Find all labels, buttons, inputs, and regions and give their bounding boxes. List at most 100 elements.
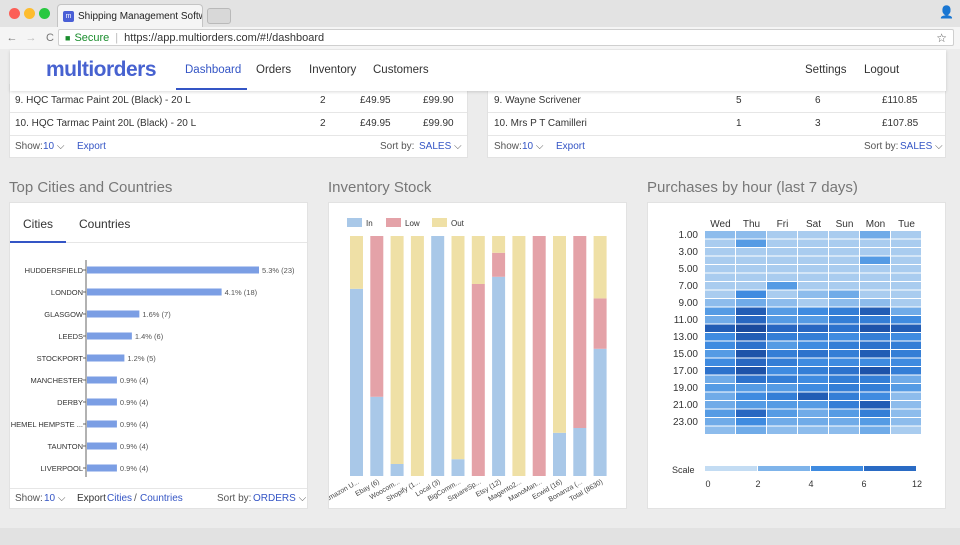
heat-cell xyxy=(860,375,890,383)
heat-cell xyxy=(798,290,828,298)
heat-cell xyxy=(736,324,766,332)
table-row[interactable]: 10. HQC Tarmac Paint 20L (Black) - 20 L … xyxy=(10,113,467,136)
maximize-window-icon[interactable] xyxy=(39,8,50,19)
heat-cell xyxy=(829,299,859,307)
heat-cell xyxy=(860,409,890,417)
heat-cell xyxy=(860,256,890,264)
new-tab-button[interactable] xyxy=(207,8,231,24)
heat-cell xyxy=(767,341,797,349)
heat-cell xyxy=(829,248,859,256)
city-data-label: 5.3% (23) xyxy=(262,266,295,275)
city-data-label: 1.2% (5) xyxy=(127,354,156,363)
show-count-dropdown[interactable]: 10 ⌵ xyxy=(522,141,544,152)
heat-cell xyxy=(860,384,890,392)
table-row[interactable]: 9. Wayne Scrivener 5 6 £110.85 xyxy=(488,90,945,113)
reload-icon[interactable]: C xyxy=(46,32,54,44)
logo[interactable]: multiorders xyxy=(46,58,157,81)
bookmark-star-icon[interactable]: ☆ xyxy=(936,30,947,45)
tab-countries[interactable]: Countries xyxy=(79,217,131,231)
heat-cell xyxy=(736,341,766,349)
heat-cell xyxy=(767,401,797,409)
heat-cell xyxy=(705,299,735,307)
sort-dropdown[interactable]: SALES ⌵ xyxy=(419,141,462,152)
url-field[interactable]: ■ Secure | https://app.multiorders.com/#… xyxy=(58,29,954,46)
city-label: LEEDS xyxy=(58,332,83,341)
export-link[interactable]: Export xyxy=(77,141,106,152)
heat-cell xyxy=(860,299,890,307)
heat-cell xyxy=(829,316,859,324)
top-products-card: 9. HQC Tarmac Paint 20L (Black) - 20 L 2… xyxy=(9,84,468,158)
heat-cell xyxy=(891,401,921,409)
heat-cell xyxy=(829,341,859,349)
show-count-dropdown[interactable]: 10 ⌵ xyxy=(44,493,66,504)
heat-cell xyxy=(891,239,921,247)
heat-cell xyxy=(891,418,921,426)
close-window-icon[interactable] xyxy=(9,8,20,19)
cities-tabs: Cities Countries xyxy=(10,203,307,243)
export-cities-link[interactable]: Cities xyxy=(107,493,133,504)
lock-icon: ■ xyxy=(65,32,71,43)
secure-label: Secure xyxy=(74,31,110,44)
heat-cell xyxy=(705,384,735,392)
heat-cell xyxy=(705,273,735,281)
scale-tick: 4 xyxy=(808,479,813,489)
city-bar xyxy=(87,442,117,450)
scale-swatch xyxy=(705,466,757,471)
heat-cell xyxy=(891,358,921,366)
heat-cell xyxy=(891,273,921,281)
export-link[interactable]: Export xyxy=(556,141,585,152)
minimize-window-icon[interactable] xyxy=(24,8,35,19)
heat-cell xyxy=(705,256,735,264)
nav-dashboard[interactable]: Dashboard xyxy=(185,64,242,76)
chevron-down-icon: ⌵ xyxy=(56,141,65,152)
city-bar xyxy=(87,266,259,274)
nav-settings[interactable]: Settings xyxy=(805,64,847,76)
sort-dropdown[interactable]: ORDERS ⌵ xyxy=(253,493,306,504)
heat-cell xyxy=(798,418,828,426)
nav-orders[interactable]: Orders xyxy=(256,64,292,76)
heat-cell xyxy=(798,248,828,256)
back-icon[interactable]: ← xyxy=(6,32,18,44)
heat-cell xyxy=(798,384,828,392)
show-count-dropdown[interactable]: 10 ⌵ xyxy=(43,141,65,152)
heat-cell xyxy=(798,426,828,434)
table-row[interactable]: 9. HQC Tarmac Paint 20L (Black) - 20 L 2… xyxy=(10,90,467,113)
heat-cell xyxy=(705,426,735,434)
heat-cell xyxy=(891,426,921,434)
browser-tab[interactable]: m Shipping Management Softwa × xyxy=(57,4,203,27)
cities-card: Cities Countries HUDDERSFIELD 5.3% (23) LO… xyxy=(9,202,308,509)
table-row[interactable]: 10. Mrs P T Camilleri 1 3 £107.85 xyxy=(488,113,945,136)
nav-customers[interactable]: Customers xyxy=(373,64,429,76)
legend-swatch-low xyxy=(386,218,401,227)
heat-cell xyxy=(767,256,797,264)
purchases-card: Wed Thu Fri Sat Sun Mon Tue 1.00 3.00 5.00 7.00 9.0… xyxy=(647,202,946,509)
heat-cell xyxy=(798,358,828,366)
city-data-label: 0.9% (4) xyxy=(120,398,149,407)
day-label: Thu xyxy=(743,219,760,230)
customer-name: 10. Mrs P T Camilleri xyxy=(494,118,587,129)
heat-cell xyxy=(736,375,766,383)
sort-label: Sort by: xyxy=(380,141,415,152)
hour-label: 11.00 xyxy=(674,315,699,326)
heat-cell xyxy=(705,282,735,290)
tab-cities[interactable]: Cities xyxy=(23,217,54,231)
forward-icon[interactable]: → xyxy=(25,32,37,44)
stock-segment-out xyxy=(512,236,526,476)
heat-cell xyxy=(891,290,921,298)
legend-swatch-out xyxy=(432,218,447,227)
heat-cell xyxy=(829,350,859,358)
heat-cell xyxy=(736,239,766,247)
sort-dropdown[interactable]: SALES ⌵ xyxy=(900,141,943,152)
profile-icon[interactable]: 👤 xyxy=(939,5,954,19)
heat-cell xyxy=(736,426,766,434)
heat-cell xyxy=(736,231,766,239)
stock-segment-in xyxy=(492,276,506,476)
nav-inventory[interactable]: Inventory xyxy=(309,64,357,76)
nav-logout[interactable]: Logout xyxy=(864,64,900,76)
export-label: Export xyxy=(77,493,106,504)
heat-cell xyxy=(767,358,797,366)
customer-items: 3 xyxy=(815,118,821,129)
heat-cell xyxy=(860,316,890,324)
export-countries-link[interactable]: Countries xyxy=(140,493,183,504)
heat-cell xyxy=(891,231,921,239)
